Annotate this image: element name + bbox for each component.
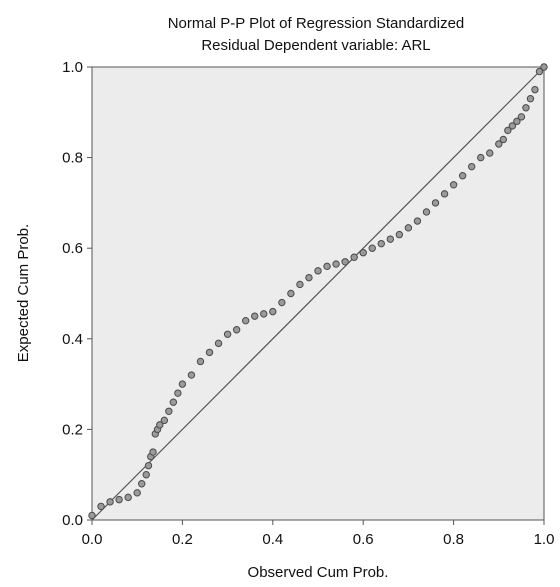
data-point <box>278 298 286 307</box>
data-point <box>517 113 526 121</box>
data-point <box>440 190 449 198</box>
data-point <box>350 253 358 261</box>
data-point <box>531 85 539 94</box>
data-point <box>149 448 157 456</box>
x-tick-label: 0.6 <box>353 531 374 548</box>
data-point <box>187 371 196 379</box>
y-tick-label: 0.0 <box>62 512 83 529</box>
y-axis-label: Expected Cum Prob. <box>15 224 32 362</box>
data-point <box>214 339 223 348</box>
reference-line <box>91 66 545 521</box>
data-point <box>486 149 494 157</box>
data-point <box>178 380 187 388</box>
data-point <box>341 258 349 266</box>
data-point <box>142 471 150 479</box>
data-point <box>241 316 250 325</box>
data-point <box>124 493 132 502</box>
y-tick-label: 1.0 <box>62 59 83 76</box>
data-point <box>422 208 431 216</box>
data-point <box>332 260 340 268</box>
data-point <box>477 153 485 162</box>
x-tick-label: 0.4 <box>262 531 283 548</box>
chart-title-line-2: Residual Dependent variable: ARL <box>201 37 430 54</box>
data-point <box>377 239 385 248</box>
data-point <box>458 172 467 180</box>
data-point <box>88 511 96 520</box>
data-point <box>106 498 114 506</box>
data-point <box>495 140 503 148</box>
axis-ticks: 0.0 0.2 0.4 0.6 0.8 1.0 0.0 0.2 0.4 0.6 0.8 1.0 <box>62 59 554 548</box>
x-tick-label: 0.0 <box>82 531 103 548</box>
data-point <box>205 348 214 357</box>
data-point <box>526 95 535 103</box>
data-point <box>535 67 544 76</box>
y-tick-label: 0.2 <box>62 421 83 438</box>
x-tick-label: 1.0 <box>534 531 555 548</box>
data-point <box>97 502 105 511</box>
data-point <box>449 181 458 189</box>
chart-title-line-1: Normal P-P Plot of Regression Standardiz… <box>168 15 465 32</box>
x-tick-label: 0.2 <box>172 531 193 548</box>
data-point <box>138 480 146 488</box>
data-point <box>508 122 517 130</box>
data-point <box>359 249 367 257</box>
data-point <box>156 421 164 429</box>
data-point <box>133 489 141 497</box>
data-point <box>269 307 277 316</box>
data-point <box>115 495 123 504</box>
data-point <box>513 117 521 126</box>
x-axis-label: Observed Cum Prob. <box>248 564 389 581</box>
data-point <box>305 273 313 282</box>
data-point <box>287 289 295 298</box>
data-point <box>260 310 268 318</box>
data-point <box>223 330 232 338</box>
data-point <box>174 389 182 397</box>
data-point <box>540 63 548 71</box>
data-point <box>467 162 476 171</box>
x-tick-label: 0.8 <box>443 531 464 548</box>
y-tick-label: 0.8 <box>62 150 83 167</box>
data-point <box>196 357 205 366</box>
data-point <box>413 217 422 225</box>
data-point <box>144 461 153 470</box>
data-point <box>368 244 376 252</box>
data-point <box>169 398 178 406</box>
y-tick-label: 0.6 <box>62 240 83 257</box>
data-points <box>88 63 548 520</box>
data-point <box>395 230 404 239</box>
data-point <box>504 126 512 135</box>
data-point <box>314 267 322 275</box>
data-point <box>165 407 173 415</box>
data-point <box>404 224 413 232</box>
data-point <box>160 416 169 425</box>
data-point <box>251 312 259 320</box>
data-point <box>522 104 530 112</box>
y-tick-label: 0.4 <box>62 331 83 348</box>
data-point <box>386 235 395 243</box>
data-point <box>232 326 241 334</box>
data-point <box>431 199 440 207</box>
data-point <box>499 135 508 144</box>
data-point <box>323 262 331 271</box>
data-point <box>296 280 304 289</box>
